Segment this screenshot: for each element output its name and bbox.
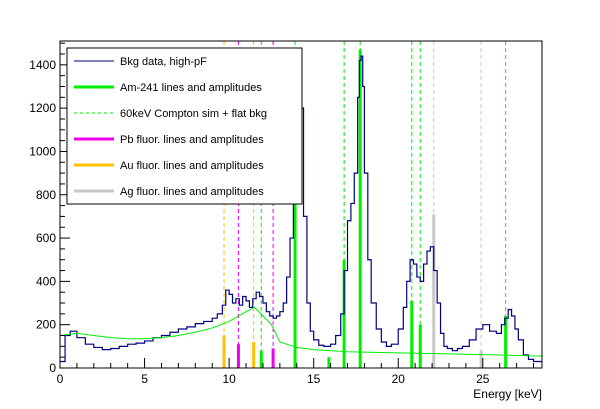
x-tick-label-25: 25 — [476, 372, 490, 386]
y-tick-label-800: 800 — [36, 188, 56, 202]
y-tick-label-0: 0 — [49, 361, 56, 375]
legend-label-am: Am-241 lines and amplitudes — [120, 82, 262, 94]
legend-label-pb: Pb fluor. lines and amplitudes — [120, 134, 264, 146]
legend-label-bkg: Bkg data, high-pF — [120, 56, 207, 68]
x-axis: 0 5 10 15 20 25 — [57, 358, 535, 386]
y-tick-label-600: 600 — [36, 231, 56, 245]
plot-frame — [59, 40, 543, 369]
y-tick-label-1400: 1400 — [29, 58, 56, 72]
y-tick-label-1000: 1000 — [29, 144, 56, 158]
legend-label-compton: 60keV Compton sim + flat bkg — [120, 108, 267, 120]
legend-label-ag: Ag fluor. lines and amplitudes — [120, 186, 264, 198]
x-tick-label-10: 10 — [222, 372, 236, 386]
series-compton-sim — [59, 306, 543, 357]
y-axis: 0 200 400 600 800 1000 1200 1400 — [29, 42, 70, 375]
y-tick-label-1200: 1200 — [29, 101, 56, 115]
x-tick-label-5: 5 — [141, 372, 148, 386]
x-axis-label: Energy [keV] — [473, 387, 542, 401]
series-layer — [59, 55, 543, 363]
x-tick-label-0: 0 — [57, 372, 64, 386]
legend-label-au: Au fluor. lines and amplitudes — [120, 160, 264, 172]
y-tick-label-200: 200 — [36, 318, 56, 332]
legend: Bkg data, high-pF Am-241 lines and amplit… — [66, 47, 303, 205]
x-tick-label-15: 15 — [307, 372, 321, 386]
legend-box — [66, 47, 303, 205]
y-tick-label-400: 400 — [36, 274, 56, 288]
series-bkg-data — [60, 55, 542, 363]
x-tick-label-20: 20 — [392, 372, 406, 386]
